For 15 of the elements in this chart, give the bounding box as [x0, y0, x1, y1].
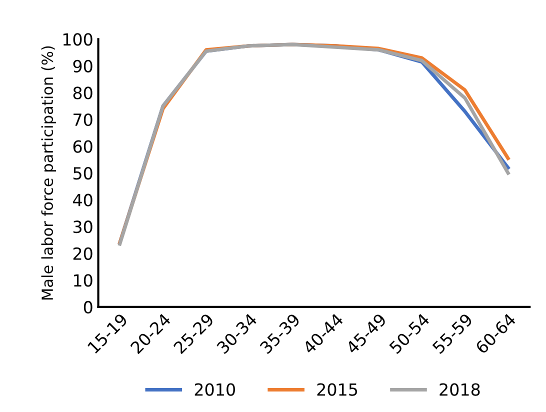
y-axis-title: Male labor force participation (%) — [41, 46, 56, 300]
y-tick-label: 10 — [74, 274, 92, 287]
y-tick-label: 30 — [73, 220, 92, 234]
legend-label: 2010 — [194, 383, 235, 396]
legend-label: 2018 — [440, 383, 480, 396]
y-tick-label: 100 — [63, 33, 92, 46]
legend-label: 2015 — [317, 383, 358, 396]
y-tick-label: 80 — [73, 86, 92, 100]
y-tick-label: 40 — [73, 194, 92, 206]
y-tick-label: 90 — [73, 60, 92, 72]
y-tick-label: 0 — [84, 300, 92, 314]
y-tick-label: 20 — [73, 247, 92, 260]
y-tick-label: 50 — [73, 167, 92, 180]
y-tick-label: 60 — [73, 140, 92, 153]
y-tick-label: 70 — [74, 113, 92, 126]
